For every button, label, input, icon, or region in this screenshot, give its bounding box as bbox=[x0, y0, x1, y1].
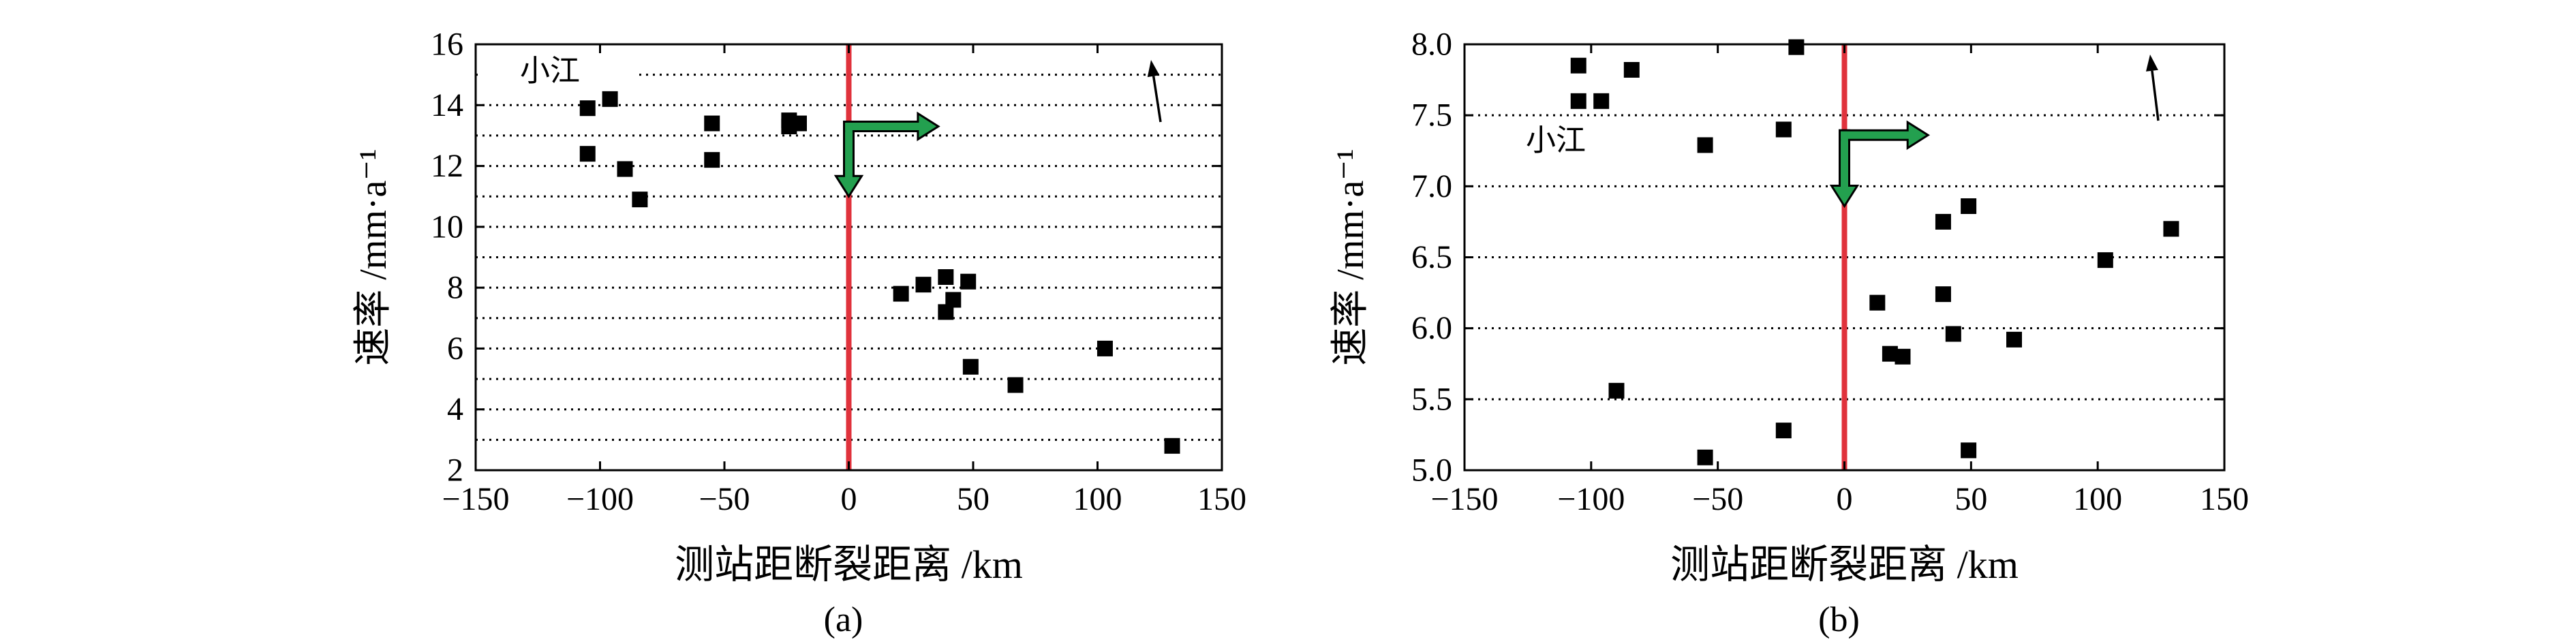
data-point bbox=[1961, 442, 1977, 459]
x-tick-label: 0 bbox=[1837, 481, 1853, 517]
data-point bbox=[579, 146, 596, 162]
y-tick-label: 6 bbox=[447, 331, 463, 367]
y-axis-label: 速率 /mm·a⁻¹ bbox=[1330, 149, 1372, 366]
north-arrow-head bbox=[2146, 55, 2158, 72]
data-point bbox=[1623, 62, 1640, 78]
data-point bbox=[1775, 121, 1792, 138]
green-velocity-arrow-icon bbox=[843, 111, 940, 142]
x-tick-label: −150 bbox=[442, 481, 509, 517]
arrow-joint bbox=[845, 123, 853, 133]
data-point bbox=[1895, 348, 1911, 365]
data-point bbox=[938, 304, 954, 320]
panel-caption: (b) bbox=[1818, 600, 1860, 639]
y-axis-label: 速率 /mm·a⁻¹ bbox=[352, 149, 395, 366]
x-tick-label: −100 bbox=[1557, 481, 1625, 517]
data-point bbox=[1961, 198, 1977, 214]
data-point bbox=[960, 273, 977, 290]
x-tick-label: 150 bbox=[2200, 481, 2249, 517]
data-point bbox=[1882, 346, 1898, 362]
x-tick-label: 100 bbox=[2073, 481, 2122, 517]
chart-panel-a: 小江 −150 −100 −50 0 50 100 150 2 4 6 8 10 12 14 16 速率 /mm… bbox=[352, 27, 1246, 640]
data-point bbox=[1945, 326, 1961, 342]
data-point bbox=[893, 286, 909, 302]
north-arrow-head bbox=[1147, 60, 1160, 78]
data-point bbox=[1007, 377, 1024, 393]
data-point bbox=[791, 115, 807, 132]
data-point bbox=[1775, 423, 1792, 439]
data-point bbox=[1570, 93, 1586, 109]
arrow-joint bbox=[1841, 131, 1848, 142]
x-tick-label: 50 bbox=[957, 481, 990, 517]
north-arrow-icon bbox=[1152, 76, 1162, 123]
y-tick-label: 12 bbox=[431, 148, 463, 184]
data-point bbox=[945, 292, 962, 308]
green-velocity-arrow-icon bbox=[1829, 129, 1860, 209]
y-tick-label: 16 bbox=[431, 27, 463, 63]
y-tick-label: 7.0 bbox=[1411, 168, 1452, 204]
green-velocity-arrow-icon bbox=[833, 121, 864, 199]
data-point bbox=[2097, 252, 2113, 269]
x-tick-label: 0 bbox=[841, 481, 857, 517]
data-point bbox=[1869, 294, 1886, 311]
y-tick-label: 5.5 bbox=[1411, 381, 1452, 417]
data-point bbox=[632, 191, 648, 208]
y-tick-label: 10 bbox=[431, 209, 463, 245]
data-point bbox=[1788, 39, 1805, 55]
x-tick-label: 150 bbox=[1197, 481, 1246, 517]
data-point bbox=[579, 100, 596, 117]
annotation-label: 小江 bbox=[520, 55, 580, 88]
data-point bbox=[704, 152, 720, 168]
data-point bbox=[1935, 286, 1951, 303]
y-tick-label: 6.5 bbox=[1411, 239, 1452, 275]
data-point bbox=[938, 269, 954, 286]
x-tick-label: 100 bbox=[1073, 481, 1122, 517]
x-tick-label: 50 bbox=[1954, 481, 1987, 517]
data-point bbox=[962, 358, 979, 375]
data-point bbox=[1097, 340, 1113, 356]
green-velocity-arrow-icon bbox=[1839, 120, 1931, 151]
y-tick-label: 6.0 bbox=[1411, 310, 1452, 346]
x-axis-label: 测站距断裂距离 /km bbox=[675, 542, 1023, 587]
data-point bbox=[2163, 221, 2179, 237]
y-tick-label: 7.5 bbox=[1411, 97, 1452, 134]
data-point bbox=[1697, 137, 1713, 153]
data-point bbox=[617, 161, 633, 177]
y-tick-label: 5.0 bbox=[1411, 453, 1452, 489]
x-tick-label: −50 bbox=[1692, 481, 1743, 517]
data-point bbox=[602, 91, 618, 107]
data-point bbox=[1697, 449, 1713, 465]
y-tick-label: 2 bbox=[447, 453, 463, 489]
x-tick-label: −100 bbox=[566, 481, 634, 517]
x-axis-label: 测站距断裂距离 /km bbox=[1670, 542, 2019, 587]
data-point bbox=[1593, 93, 1610, 109]
data-point bbox=[1608, 382, 1625, 399]
y-tick-label: 8 bbox=[447, 270, 463, 306]
data-point bbox=[704, 115, 720, 132]
x-tick-label: −150 bbox=[1430, 481, 1498, 517]
data-point bbox=[915, 277, 932, 293]
data-point bbox=[1935, 213, 1951, 230]
north-arrow-icon bbox=[2151, 70, 2160, 121]
data-point bbox=[1570, 57, 1586, 74]
annotation-label: 小江 bbox=[1526, 124, 1586, 157]
x-tick-label: −50 bbox=[699, 481, 750, 517]
panel-caption: (a) bbox=[824, 600, 863, 639]
annotation-background bbox=[478, 55, 639, 87]
y-tick-label: 14 bbox=[431, 87, 463, 123]
chart-panel-b: 小江 −150 −100 −50 0 50 100 150 5.0 5.5 6.0 6.5 7.0 7.5… bbox=[1330, 27, 2249, 640]
data-point bbox=[1164, 438, 1180, 454]
y-tick-label: 4 bbox=[447, 391, 463, 427]
data-point bbox=[2006, 331, 2023, 348]
y-tick-label: 8.0 bbox=[1411, 27, 1452, 63]
